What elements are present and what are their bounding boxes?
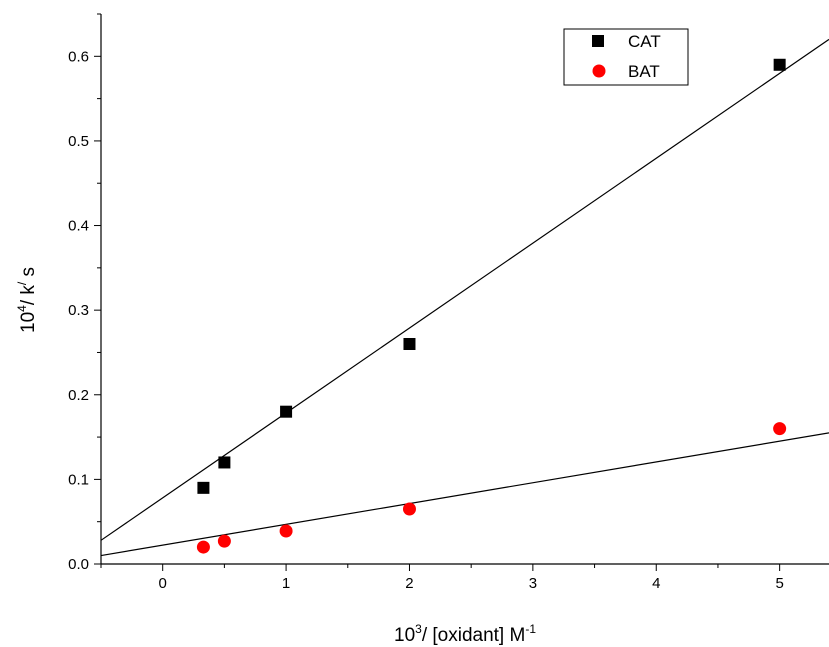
y-tick-label: 0.3: [68, 302, 89, 319]
data-point-cat: [280, 405, 293, 418]
y-axis-title-base: 10: [18, 312, 39, 333]
x-axis-title-base-sup: 3: [415, 622, 422, 636]
data-point-bat: [773, 422, 787, 436]
data-point-bat: [402, 502, 416, 516]
x-tick-label: 0: [159, 575, 167, 592]
x-axis-title: 103/ [oxidant] M-1: [394, 622, 536, 646]
x-tick-label: 2: [405, 575, 413, 592]
y-tick-label: 0.2: [68, 387, 89, 404]
fit-line-bat: [100, 432, 829, 557]
y-axis-title-mid-sup: /: [15, 281, 29, 285]
x-tick-label: 5: [775, 575, 783, 592]
x-axis-title-base: 10: [394, 625, 415, 646]
legend-label-cat: CAT: [628, 32, 661, 51]
legend-label-bat: BAT: [628, 62, 660, 81]
fit-line-cat: [100, 38, 829, 541]
legend-marker-cat: [592, 35, 604, 47]
x-axis-title-rest-sup: -1: [525, 622, 536, 636]
y-tick-label: 0.0: [68, 556, 89, 573]
y-axis-title-mid: / k: [18, 285, 39, 306]
x-tick-label: 1: [282, 575, 290, 592]
legend: CAT BAT: [563, 28, 689, 86]
data-point-cat: [773, 58, 786, 71]
data-point-bat: [279, 524, 293, 538]
legend-marker-bat: [592, 64, 606, 78]
y-tick-label: 0.6: [68, 48, 89, 65]
data-point-cat: [218, 456, 231, 469]
y-axis-title: 104/ k/ s: [15, 267, 39, 333]
x-axis-title-rest: / [oxidant] M: [422, 625, 526, 646]
y-tick-label: 0.1: [68, 471, 89, 488]
legend-frame: [563, 28, 689, 86]
data-point-bat: [217, 534, 231, 548]
y-tick-label: 0.4: [68, 218, 89, 235]
data-point-cat: [403, 338, 416, 350]
data-point-bat: [196, 540, 210, 554]
x-tick-label: 4: [652, 575, 660, 592]
x-tick-label: 3: [529, 575, 537, 592]
y-axis-title-rest: s: [18, 267, 39, 282]
y-tick-label: 0.5: [68, 133, 89, 150]
y-axis-title-base-sup: 4: [15, 305, 29, 312]
data-point-cat: [197, 481, 210, 494]
